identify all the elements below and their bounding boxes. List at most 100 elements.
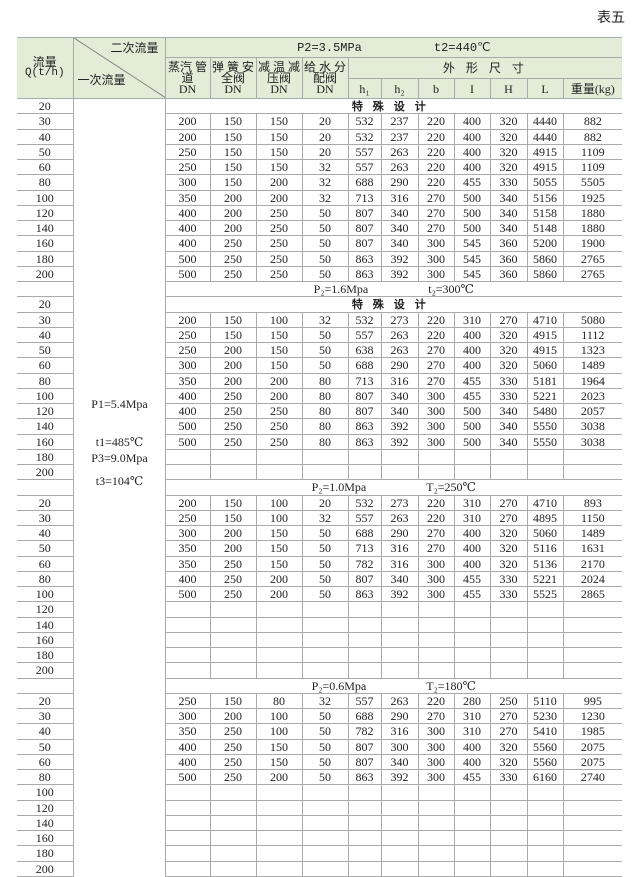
value-cell: 150 [255,753,303,771]
table-row: 140 [17,616,623,633]
value-cell: 400 [164,219,211,237]
value-cell: 400 [164,738,211,755]
dim-col-header: 重量(kg) [562,78,623,99]
value-cell: 150 [255,738,303,755]
table-row: 180 [17,646,623,664]
value-cell [301,601,349,618]
value-cell [347,662,382,679]
value-cell [526,814,564,832]
value-cell [347,448,382,466]
value-cell [255,784,303,801]
value-cell: 263 [380,158,419,176]
primary-condition: P3=9.0Mpa [91,451,148,465]
value-cell: 316 [380,189,419,206]
value-cell [562,784,623,801]
value-cell [562,601,623,618]
value-cell [209,799,257,816]
value-cell: 250 [209,418,257,435]
value-cell [209,646,257,664]
value-cell [526,631,564,649]
value-cell: 5560 [526,753,564,771]
value-cell: 250 [164,692,211,710]
value-cell: 220 [417,113,455,130]
value-cell: 150 [209,311,257,328]
value-cell: 200 [209,357,257,374]
value-cell [562,463,623,481]
value-cell: 2865 [562,585,623,603]
value-cell: 500 [453,402,491,420]
dim-col-header: L [526,78,564,99]
value-cell: 2023 [562,387,623,405]
value-cell [255,829,303,847]
value-cell: 50 [301,204,349,222]
value-cell: 807 [347,402,382,420]
value-cell: 1112 [562,326,623,344]
value-cell: 150 [209,326,257,344]
value-cell: 220 [417,158,455,176]
value-cell [347,646,382,664]
value-cell [417,845,455,862]
col-water-valve: 给 水 分配阀 DN [301,57,349,99]
value-cell [301,631,349,649]
value-cell: 220 [417,174,455,191]
value-cell: 150 [255,341,303,359]
value-cell: 5156 [526,189,564,206]
flow-cell: 60 [17,555,74,572]
value-cell [489,616,528,633]
flow-cell: 50 [17,540,74,557]
value-cell: 32 [301,158,349,176]
value-cell: 50 [301,585,349,603]
value-cell [301,845,349,862]
value-cell: 270 [489,311,528,328]
value-cell: 5060 [526,524,564,542]
value-cell: 340 [489,418,528,435]
value-cell: 150 [255,143,303,161]
table-row: 80 350 200 200 80 713 316 270 455 330 5181 1964 [17,372,623,389]
value-cell: 545 [453,265,491,283]
value-cell: 316 [380,540,419,557]
value-cell: 200 [255,387,303,405]
value-cell: 2170 [562,555,623,572]
value-cell [417,829,455,847]
value-cell: 280 [453,692,491,710]
value-cell [562,646,623,664]
value-cell: 150 [209,509,257,527]
value-cell: 270 [417,189,455,206]
primary-condition: P1=5.4Mpa [91,397,148,411]
value-cell: 400 [453,555,491,572]
value-cell: 200 [209,219,257,237]
value-cell: 330 [489,372,528,389]
value-cell: 557 [347,509,382,527]
value-cell [380,814,419,832]
value-cell: 360 [489,265,528,283]
value-cell: 340 [489,204,528,222]
t2-condition: T₂=250℃ [426,480,476,495]
value-cell: 80 [301,402,349,420]
value-cell: 250 [255,235,303,252]
value-cell: 250 [209,585,257,603]
value-cell: 350 [164,189,211,206]
value-cell [380,448,419,466]
value-cell: 150 [255,357,303,374]
value-cell: 300 [417,402,455,420]
value-cell: 270 [417,707,455,725]
flow-unit: Q(t/h) [24,67,65,79]
t2-condition: T₂=180℃ [426,678,476,693]
diagonal-line [74,38,164,98]
value-cell: 2024 [562,570,623,588]
value-cell: 360 [489,235,528,252]
value-cell: 400 [453,753,491,771]
value-cell [255,631,303,649]
value-cell: 80 [255,692,303,710]
value-cell [489,829,528,847]
value-cell: 500 [453,219,491,237]
value-cell: 340 [380,753,419,771]
value-cell: 455 [453,174,491,191]
value-cell: 300 [417,433,455,450]
flow-cell: 120 [17,799,74,816]
value-cell: 320 [489,753,528,771]
flow-cell: 60 [17,357,74,374]
flow-cell: 30 [17,113,74,130]
value-cell [164,814,211,832]
value-cell: 220 [417,326,455,344]
